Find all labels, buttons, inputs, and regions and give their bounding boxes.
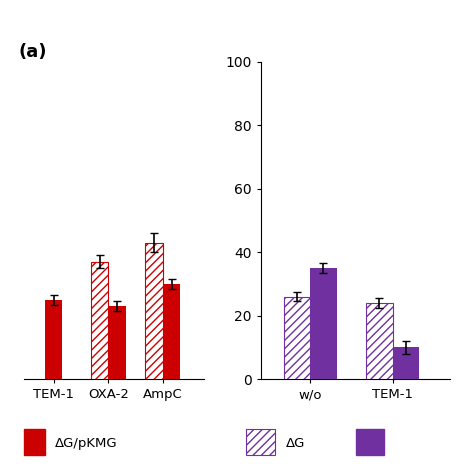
Bar (146, 243, 163, 379)
Bar (45, 300, 63, 379)
Bar (108, 306, 126, 379)
Bar (246, 429, 275, 455)
Bar (91, 262, 108, 379)
Text: (a): (a) (19, 43, 47, 61)
Text: ΔG/pKMG: ΔG/pKMG (55, 437, 118, 450)
Bar (163, 284, 180, 379)
Bar (356, 429, 384, 455)
Bar (392, 347, 419, 379)
Text: ΔG: ΔG (286, 437, 305, 450)
Bar (310, 268, 337, 379)
Bar (24, 429, 45, 455)
Bar (366, 303, 392, 379)
Bar (284, 297, 310, 379)
